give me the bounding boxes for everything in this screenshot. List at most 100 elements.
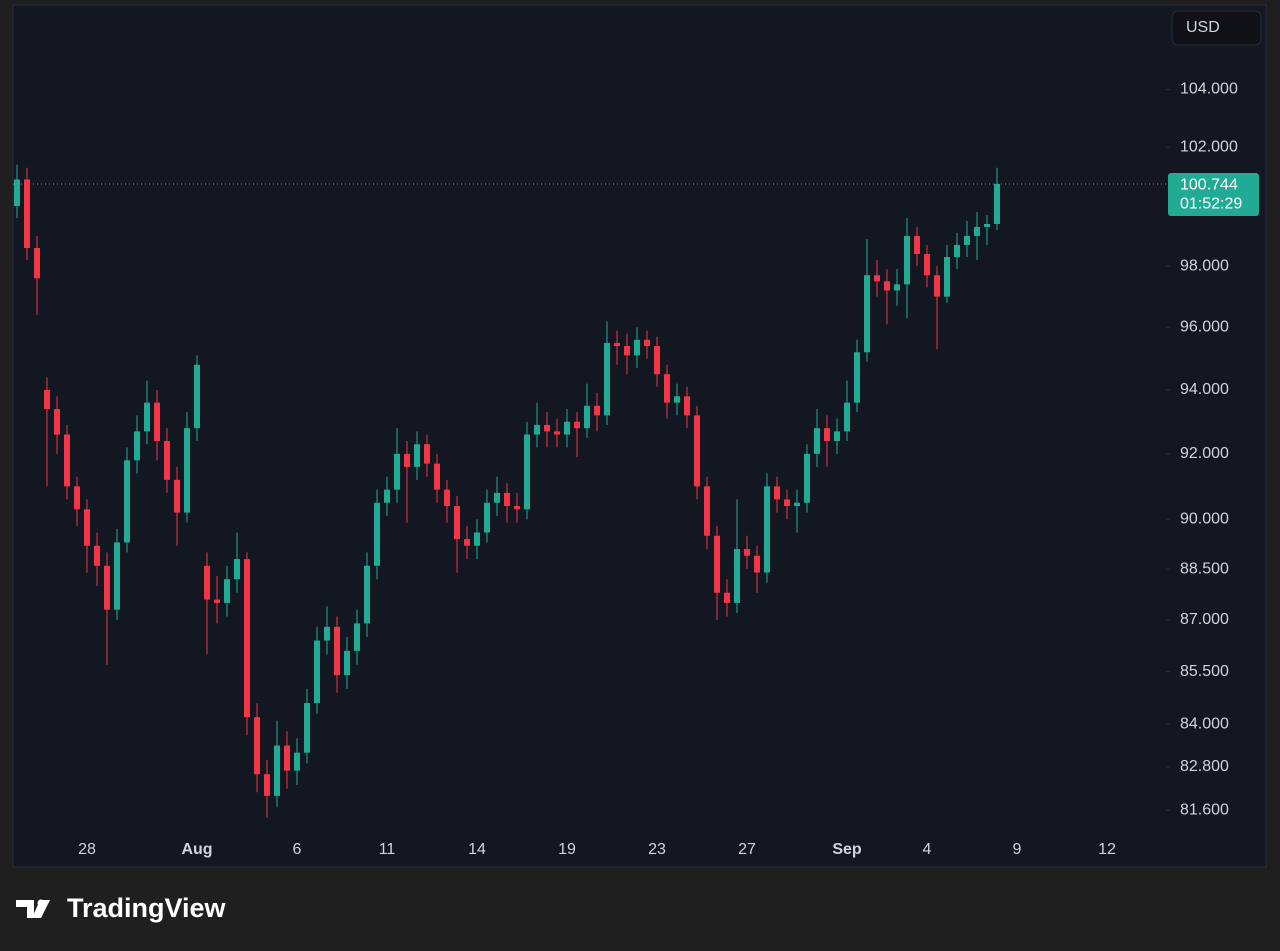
candle-body bbox=[784, 499, 790, 507]
brand-name: TradingView bbox=[67, 893, 227, 923]
candle-body bbox=[84, 509, 90, 546]
candle-body bbox=[364, 565, 370, 624]
candle-body bbox=[584, 405, 590, 429]
candle-body bbox=[964, 235, 970, 245]
candle-body bbox=[384, 489, 390, 503]
candles bbox=[14, 164, 1000, 818]
candle-body bbox=[604, 342, 610, 416]
candle-body bbox=[594, 405, 600, 416]
candle-body bbox=[144, 402, 150, 432]
candle-body bbox=[624, 346, 630, 356]
candle-body bbox=[914, 235, 920, 255]
candle-body bbox=[374, 502, 380, 566]
candle-body bbox=[14, 179, 20, 207]
candle-body bbox=[164, 440, 170, 480]
candle-body bbox=[984, 223, 990, 227]
candle-body bbox=[454, 506, 460, 540]
candle-body bbox=[24, 179, 30, 248]
y-tick-label: 96.000 bbox=[1180, 319, 1229, 336]
y-tick-label: 88.500 bbox=[1180, 560, 1229, 577]
x-tick-label: 4 bbox=[923, 841, 932, 858]
candle-body bbox=[684, 396, 690, 416]
candle-body bbox=[844, 402, 850, 432]
candle-body bbox=[244, 559, 250, 718]
logo-dot bbox=[37, 899, 45, 907]
x-tick-label: Aug bbox=[181, 841, 212, 858]
candle-body bbox=[64, 434, 70, 487]
x-tick-label: 12 bbox=[1098, 841, 1116, 858]
candle-body bbox=[954, 244, 960, 258]
candle-body bbox=[284, 745, 290, 771]
candle-body bbox=[894, 284, 900, 291]
x-tick-label: 11 bbox=[379, 841, 396, 858]
candle-body bbox=[54, 408, 60, 435]
candle-body bbox=[934, 275, 940, 297]
candle-body bbox=[304, 703, 310, 753]
last-price-label: 100.744 bbox=[1180, 176, 1238, 193]
candle-body bbox=[354, 623, 360, 651]
candle-body bbox=[514, 506, 520, 510]
candle-body bbox=[754, 555, 760, 573]
plot-background bbox=[12, 4, 1267, 868]
candle-body bbox=[974, 226, 980, 236]
currency-button[interactable] bbox=[1171, 10, 1262, 46]
x-tick-label: 28 bbox=[78, 841, 96, 858]
candle-body bbox=[814, 428, 820, 454]
candle-body bbox=[744, 549, 750, 556]
candle-body bbox=[344, 650, 350, 676]
candle-body bbox=[734, 549, 740, 603]
candle-body bbox=[224, 579, 230, 603]
logo-icon bbox=[16, 900, 50, 918]
candle-body bbox=[74, 486, 80, 510]
candle-body bbox=[774, 486, 780, 500]
currency-label: USD bbox=[1186, 19, 1220, 36]
candle-body bbox=[854, 352, 860, 403]
candle-body bbox=[404, 453, 410, 467]
candle-body bbox=[444, 489, 450, 507]
candle-body bbox=[904, 235, 910, 285]
candle-body bbox=[214, 599, 220, 603]
y-tick-label: 102.000 bbox=[1180, 138, 1238, 155]
candle-body bbox=[254, 717, 260, 775]
y-tick-label: 87.000 bbox=[1180, 611, 1229, 628]
candle-body bbox=[194, 364, 200, 429]
brand-logo bbox=[16, 899, 50, 918]
candle-body bbox=[94, 545, 100, 566]
candle-body bbox=[434, 463, 440, 490]
x-tick-label: 9 bbox=[1013, 841, 1022, 858]
candle-body bbox=[274, 745, 280, 796]
x-tick-label: 23 bbox=[648, 841, 666, 858]
candle-body bbox=[794, 502, 800, 507]
candle-body bbox=[394, 453, 400, 490]
y-tick-label: 92.000 bbox=[1180, 445, 1229, 462]
y-tick-label: 85.500 bbox=[1180, 663, 1229, 680]
candle-body bbox=[884, 281, 890, 291]
candle-body bbox=[554, 431, 560, 435]
candle-body bbox=[494, 492, 500, 503]
candle-body bbox=[694, 415, 700, 487]
candle-body bbox=[764, 486, 770, 573]
candle-body bbox=[634, 339, 640, 356]
candle-body bbox=[654, 346, 660, 375]
candle-body bbox=[724, 592, 730, 603]
candle-body bbox=[574, 421, 580, 429]
candle-body bbox=[564, 421, 570, 435]
candle-body bbox=[264, 774, 270, 796]
candle-body bbox=[614, 342, 620, 347]
candle-body bbox=[804, 453, 810, 503]
candle-body bbox=[874, 275, 880, 282]
candle-body bbox=[324, 626, 330, 641]
candle-body bbox=[994, 184, 1000, 224]
candle-body bbox=[234, 559, 240, 580]
y-tick-label: 104.000 bbox=[1180, 81, 1238, 98]
candle-body bbox=[414, 444, 420, 467]
candle-body bbox=[314, 640, 320, 704]
y-tick-label: 82.800 bbox=[1180, 758, 1229, 775]
y-tick-label: 84.000 bbox=[1180, 715, 1229, 732]
candle-body bbox=[834, 431, 840, 441]
x-tick-label: 19 bbox=[558, 841, 576, 858]
candle-body bbox=[544, 424, 550, 432]
candle-body bbox=[204, 565, 210, 600]
candle-body bbox=[104, 565, 110, 610]
